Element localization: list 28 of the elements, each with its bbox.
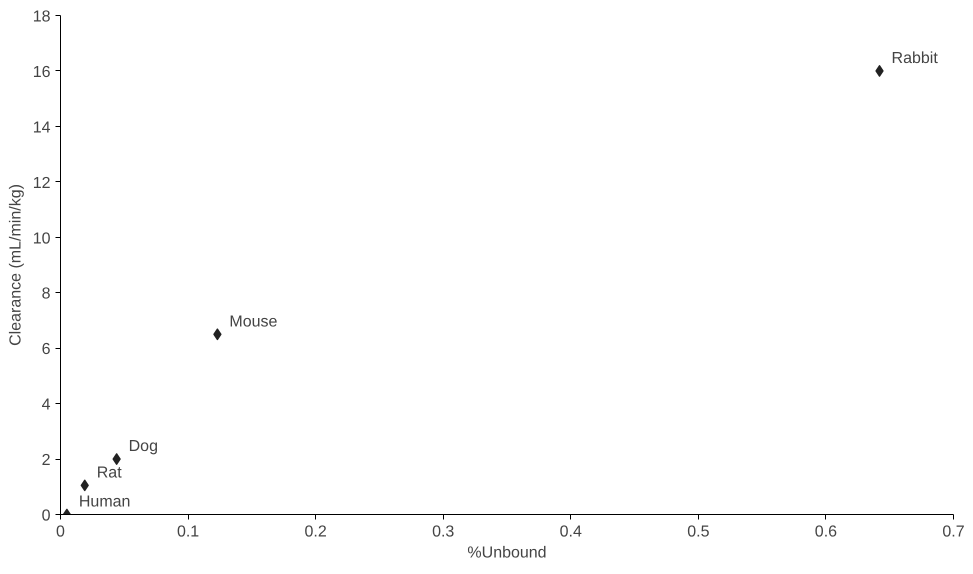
y-tick-label: 14 [32,119,51,136]
x-tick-label: 0.7 [942,524,965,540]
x-tick-label: 0.1 [176,524,200,540]
point [213,328,222,340]
y-axis-title: Clearance (mL/min/kg) [8,184,25,346]
x-tick-label: 0.5 [687,524,710,540]
x-tick-label: 0.4 [560,524,582,540]
y-tick-label: 18 [32,8,51,26]
y-tick-label: 2 [42,452,51,470]
annotation: Rat [96,464,122,482]
y-tick-label: 12 [32,174,51,192]
y-tick-label: 6 [42,341,51,358]
annotation: Human [78,494,130,510]
y-tick-label: 8 [42,286,51,303]
annotation: Mouse [229,313,278,330]
y-tick-label: 4 [42,396,51,414]
x-tick-label: 0.3 [432,524,454,540]
point [112,453,121,466]
x-axis-title: %Unbound [467,544,547,562]
x-tick-label: 0.2 [304,524,327,540]
annotation: Dog [128,438,158,456]
y-tick-label: 0 [42,508,51,524]
y-tick-label: 16 [32,64,51,81]
x-tick-label: 0.6 [814,524,838,540]
x-tick-label: 0 [56,524,66,540]
y-tick-label: 10 [32,230,51,248]
annotation: Rabbit [892,50,938,67]
point [875,64,884,77]
